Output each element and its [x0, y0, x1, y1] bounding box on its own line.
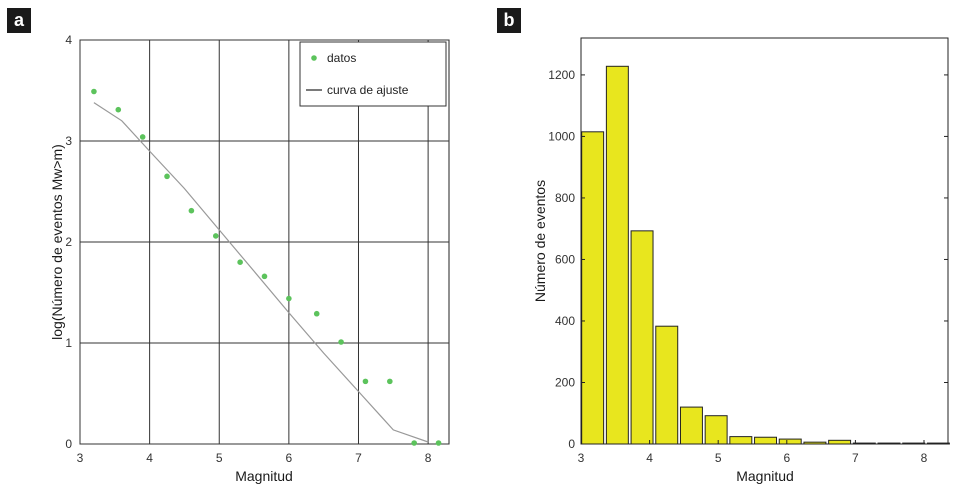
- chart-b-x-tick-label-0: 3: [578, 451, 585, 465]
- chart-b-bar-9: [803, 441, 827, 445]
- chart-b-x-ticks: 3 4 5 6 7 8: [578, 440, 928, 465]
- chart-a-data-point-7: [261, 273, 268, 280]
- chart-a-x-tick-label-1: 4: [146, 451, 153, 465]
- chart-a-y-tick-label-4: 4: [65, 33, 72, 47]
- chart-b-bar-10: [828, 439, 852, 445]
- chart-a-data-point-11: [362, 378, 369, 385]
- chart-b-bar-0: [581, 131, 605, 445]
- chart-a: 3 4 5 6 7 8 0 1 2 3 4 Magnitud log(Número de even…: [49, 33, 450, 484]
- chart-a-data-point-14: [435, 440, 442, 446]
- chart-a-x-axis-label: Magnitud: [235, 468, 293, 484]
- chart-b-y-tick-label-2: 400: [555, 314, 575, 328]
- chart-a-legend-box: [299, 41, 447, 107]
- chart-a-fit-curve: [93, 102, 429, 443]
- chart-a-y-tick-label-0: 0: [65, 437, 72, 451]
- chart-a-data-point-10: [338, 339, 344, 345]
- chart-b-bar-11: [852, 442, 876, 445]
- chart-a-gridlines: [79, 39, 449, 445]
- chart-b-x-tick-label-1: 4: [646, 451, 653, 465]
- legend-datos-marker: [311, 55, 317, 61]
- chart-a-y-tick-label-2: 2: [65, 235, 72, 249]
- chart-b-y-tick-label-6: 1200: [548, 68, 575, 82]
- chart-b-x-tick-label-3: 6: [783, 451, 790, 465]
- chart-b-bar-1: [605, 65, 629, 445]
- chart-a-data-point-9: [313, 310, 320, 317]
- chart-b-y-ticks: 0 200 400 600 800 1000 1200: [548, 68, 948, 451]
- chart-a-data-point-8: [286, 295, 292, 302]
- chart-b-y-axis-label: Número de eventos: [532, 180, 548, 302]
- chart-a-y-tick-label-1: 1: [65, 336, 72, 350]
- chart-a-data-point-6: [237, 259, 243, 266]
- chart-b-y-tick-label-5: 1000: [548, 129, 575, 143]
- chart-b-y-tick-label-0: 0: [568, 437, 575, 451]
- chart-a-y-axis-label: log(Número de eventos Mw>m): [49, 144, 65, 340]
- chart-a-x-tick-label-5: 8: [425, 451, 432, 465]
- panel-a-badge: a: [7, 8, 31, 33]
- panel-b-badge: b: [497, 8, 521, 33]
- chart-b-bar-8: [778, 438, 802, 445]
- chart-b-x-axis-label: Magnitud: [736, 468, 794, 484]
- chart-a-data-point-3: [164, 173, 170, 180]
- chart-a-x-tick-label-4: 7: [355, 451, 362, 465]
- chart-a-data-point-0: [91, 88, 97, 95]
- chart-b-bar-6: [729, 436, 753, 445]
- chart-a-data-point-12: [387, 378, 393, 385]
- chart-a-y-tick-label-3: 3: [65, 134, 72, 148]
- legend-datos-label: datos: [327, 51, 356, 65]
- chart-a-x-tick-label-3: 6: [286, 451, 293, 465]
- chart-a-x-tick-label-0: 3: [77, 451, 84, 465]
- chart-a-fit-line: [93, 102, 429, 443]
- chart-b-bar-5: [704, 415, 728, 445]
- chart-a-x-tick-label-2: 5: [216, 451, 223, 465]
- legend-fit-label: curva de ajuste: [327, 83, 409, 97]
- chart-a-data-point-13: [411, 440, 417, 446]
- chart-a-data-point-1: [115, 106, 122, 113]
- chart-b-bar-12: [877, 442, 901, 445]
- chart-b: 3 4 5 6 7 8 0 200 400 600 800 1000 1200 Magnitud Nú…: [532, 37, 950, 484]
- chart-a-x-ticks: 3 4 5 6 7 8: [77, 451, 432, 465]
- chart-a-points: [91, 88, 442, 446]
- chart-b-x-tick-label-4: 7: [852, 451, 859, 465]
- chart-b-y-tick-label-4: 800: [555, 191, 575, 205]
- chart-b-x-tick-label-2: 5: [715, 451, 722, 465]
- chart-a-data-point-4: [188, 207, 195, 214]
- chart-b-bar-4: [679, 406, 703, 445]
- chart-b-bar-3: [655, 325, 679, 445]
- chart-b-y-tick-label-3: 600: [555, 252, 575, 266]
- chart-a-y-ticks: 0 1 2 3 4: [65, 33, 72, 451]
- chart-b-y-tick-label-1: 200: [555, 375, 575, 389]
- chart-b-x-tick-label-5: 8: [921, 451, 928, 465]
- chart-b-bars: [581, 65, 950, 445]
- chart-b-bar-14: [926, 442, 950, 445]
- chart-a-data-point-5: [212, 233, 219, 239]
- chart-b-bar-2: [630, 230, 654, 445]
- chart-a-data-point-2: [139, 134, 146, 140]
- chart-b-bar-7: [754, 436, 778, 445]
- chart-a-legend: datos curva de ajuste: [299, 41, 447, 107]
- chart-b-bar-13: [902, 442, 926, 445]
